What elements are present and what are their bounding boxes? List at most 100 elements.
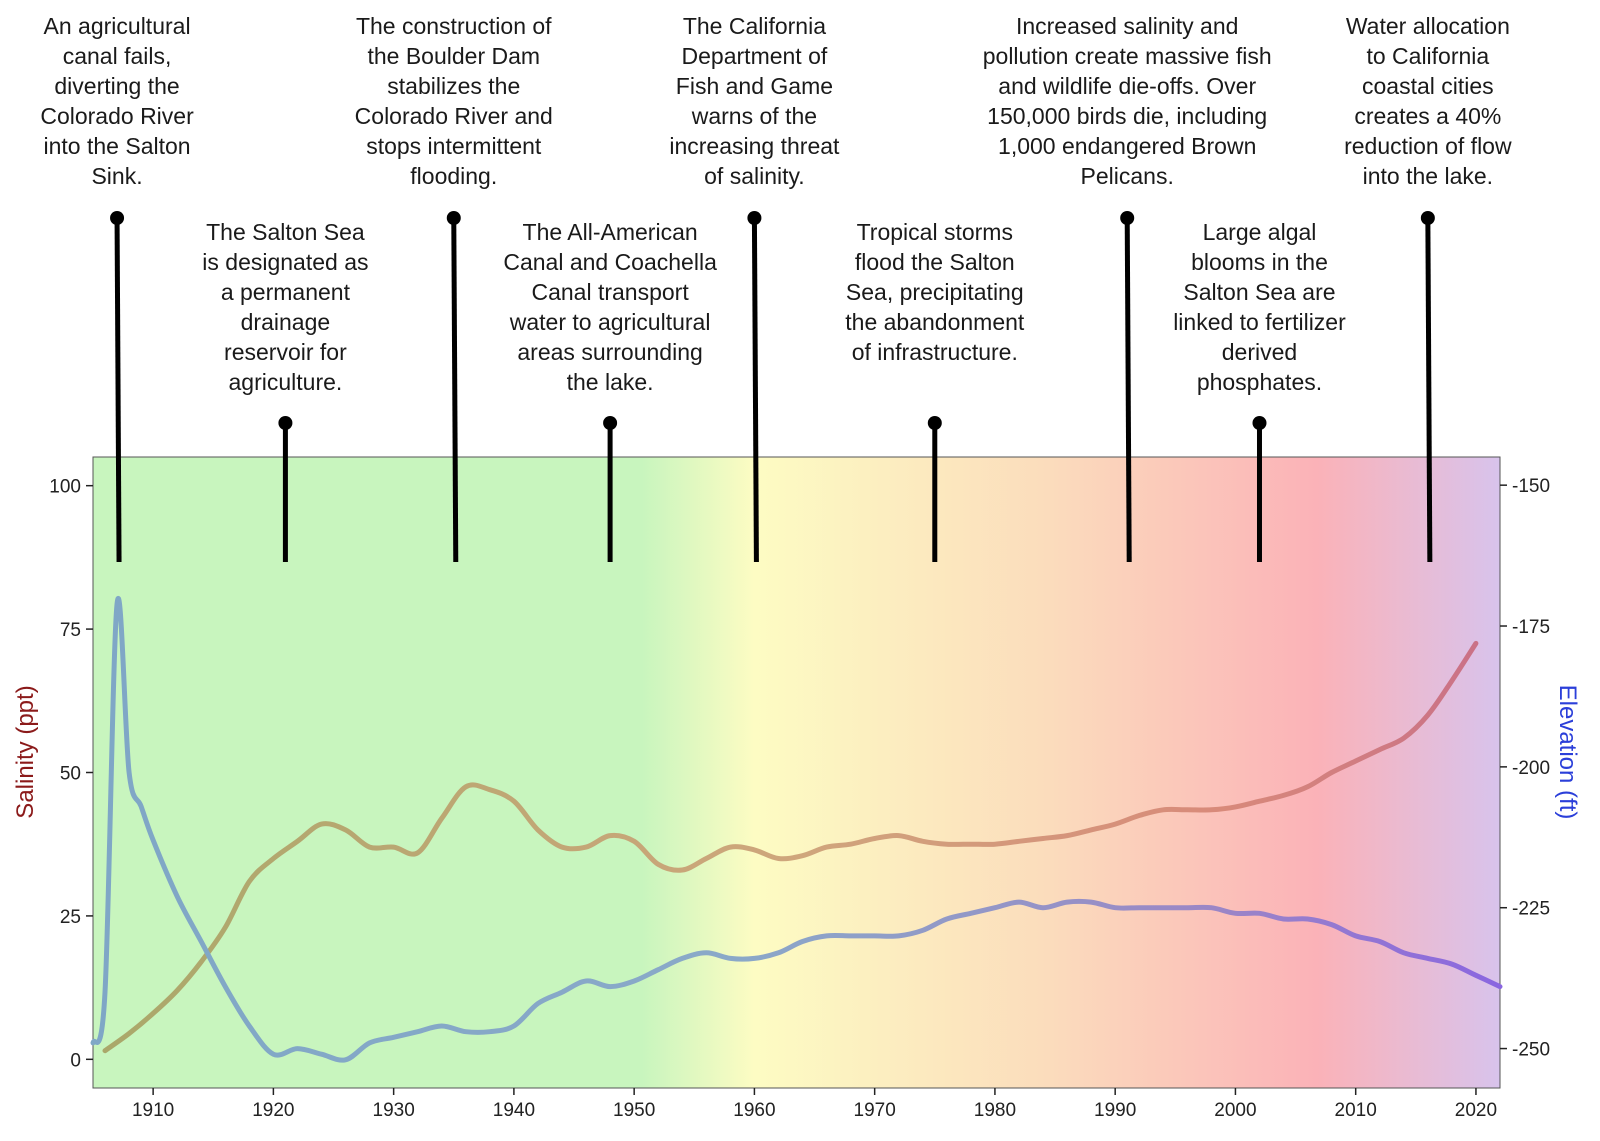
annotation-2016: Water allocation to California coastal cit… <box>1344 13 1512 563</box>
x-tick-label: 1990 <box>1094 1100 1136 1121</box>
annotation-line: flood the Salton <box>855 249 1015 275</box>
annotation-line: into the Salton <box>44 133 191 159</box>
annotation-text: Large algal blooms in the Salton Sea are li… <box>1173 219 1346 395</box>
annotation-line: diverting the <box>54 73 179 99</box>
annotation-pin-dot <box>1252 416 1267 430</box>
annotation-pin-dot <box>603 416 618 430</box>
x-tick-label: 2000 <box>1214 1100 1256 1121</box>
annotation-line: The Salton Sea <box>206 219 365 245</box>
annotation-line: coastal cities <box>1362 73 1494 99</box>
annotation-pin-dot <box>927 416 942 430</box>
x-tick-label: 1910 <box>132 1100 174 1121</box>
annotation-1991: Increased salinity and pollution create m… <box>983 13 1272 563</box>
x-tick-label: 1940 <box>493 1100 535 1121</box>
annotation-line: Tropical storms <box>857 219 1013 245</box>
annotation-pin-line <box>114 217 122 563</box>
annotation-line: The construction of <box>356 13 552 39</box>
annotation-line: drainage <box>241 309 331 335</box>
annotation-2002: Large algal blooms in the Salton Sea are li… <box>1173 219 1346 562</box>
annotation-line: Department of <box>682 43 828 69</box>
annotation-line: Increased salinity and <box>1016 13 1238 39</box>
annotation-line: water to agricultural <box>509 309 711 335</box>
annotation-line: agriculture. <box>229 369 343 395</box>
annotation-text: The construction of the Boulder Dam stabil… <box>355 13 553 189</box>
plot-content <box>90 596 1503 1063</box>
annotation-line: Fish and Game <box>676 73 833 99</box>
annotation-line: Canal transport <box>531 279 689 305</box>
annotation-line: blooms in the <box>1191 249 1328 275</box>
x-tick-label: 2020 <box>1455 1100 1497 1121</box>
annotation-line: The California <box>683 13 826 39</box>
annotation-line: into the lake. <box>1363 163 1493 189</box>
annotation-text: The California Department of Fish and Game… <box>669 13 840 189</box>
annotation-pin-dot <box>1120 211 1135 225</box>
annotations: An agricultural canal fails, diverting the… <box>40 13 1512 563</box>
annotation-text: An agricultural canal fails, diverting the… <box>40 13 194 189</box>
y-left-tick-label: 100 <box>49 477 81 498</box>
annotation-text: Tropical storms flood the Salton Sea, prec… <box>845 219 1025 365</box>
annotation-line: Colorado River and <box>355 103 553 129</box>
annotation-line: flooding. <box>410 163 497 189</box>
annotation-line: a permanent <box>221 279 351 305</box>
x-tick-label: 2010 <box>1335 1100 1377 1121</box>
annotation-line: creates a 40% <box>1354 103 1501 129</box>
annotation-line: Salton Sea are <box>1183 279 1335 305</box>
annotation-text: The All-American Canal and Coachella Canal… <box>503 219 717 395</box>
annotation-line: Sink. <box>91 163 142 189</box>
y-right-tick-label: -250 <box>1512 1040 1550 1061</box>
annotation-pin-dot <box>1420 211 1435 225</box>
annotation-text: The Salton Sea is designated as a permanen… <box>202 219 368 395</box>
y-left-tick-label: 75 <box>60 620 81 641</box>
annotation-1935: The construction of the Boulder Dam stabil… <box>355 13 553 563</box>
annotation-line: is designated as <box>202 249 368 275</box>
annotation-line: linked to fertilizer <box>1173 309 1346 335</box>
annotation-line: to California <box>1366 43 1489 69</box>
annotation-line: 1,000 endangered Brown <box>998 133 1256 159</box>
annotation-line: reduction of flow <box>1344 133 1512 159</box>
x-tick-label: 1930 <box>373 1100 415 1121</box>
annotation-line: Canal and Coachella <box>503 249 717 275</box>
annotation-line: The All-American <box>523 219 698 245</box>
annotation-line: the abandonment <box>845 309 1025 335</box>
left-axis-label: Salinity (ppt) <box>12 685 39 818</box>
annotation-line: An agricultural <box>44 13 191 39</box>
annotation-pin-dot <box>446 211 461 225</box>
y-right-tick-label: -150 <box>1512 476 1550 497</box>
annotation-text: Water allocation to California coastal cit… <box>1344 13 1512 189</box>
x-tick-label: 1950 <box>613 1100 655 1121</box>
annotation-text: Increased salinity and pollution create m… <box>983 13 1272 189</box>
annotation-pin-line <box>751 217 759 563</box>
annotation-1960: The California Department of Fish and Game… <box>669 13 840 563</box>
annotation-line: Pelicans. <box>1081 163 1174 189</box>
annotation-line: Sea, precipitating <box>846 279 1024 305</box>
annotation-line: phosphates. <box>1197 369 1322 395</box>
annotation-line: of infrastructure. <box>852 339 1018 365</box>
annotation-line: of salinity. <box>704 163 805 189</box>
x-tick-label: 1920 <box>252 1100 294 1121</box>
annotation-pin-line <box>1425 217 1433 563</box>
y-right-tick-label: -175 <box>1512 617 1550 638</box>
annotation-line: and wildlife die-offs. Over <box>998 73 1256 99</box>
right-axis-label: Elevation (ft) <box>1554 685 1581 820</box>
annotation-pin-line <box>1124 217 1132 563</box>
y-left-tick-label: 0 <box>70 1050 81 1071</box>
annotation-line: the lake. <box>567 369 654 395</box>
y-left-tick-label: 50 <box>60 764 81 785</box>
annotation-1975: Tropical storms flood the Salton Sea, prec… <box>845 219 1025 562</box>
plot-background <box>92 456 1501 1089</box>
annotation-pin-line <box>451 217 459 563</box>
annotation-line: derived <box>1222 339 1297 365</box>
annotation-1921: The Salton Sea is designated as a permanen… <box>202 219 369 562</box>
annotation-line: increasing threat <box>669 133 840 159</box>
annotation-line: reservoir for <box>224 339 347 365</box>
y-right-tick-label: -200 <box>1512 758 1550 779</box>
y-left-tick-label: 25 <box>60 907 81 928</box>
annotation-line: stops intermittent <box>366 133 542 159</box>
x-tick-label: 1960 <box>733 1100 775 1121</box>
x-tick-label: 1980 <box>974 1100 1016 1121</box>
annotation-pin-dot <box>278 416 293 430</box>
annotation-line: Water allocation <box>1346 13 1510 39</box>
annotation-line: Colorado River <box>40 103 194 129</box>
annotation-line: 150,000 birds die, including <box>987 103 1267 129</box>
